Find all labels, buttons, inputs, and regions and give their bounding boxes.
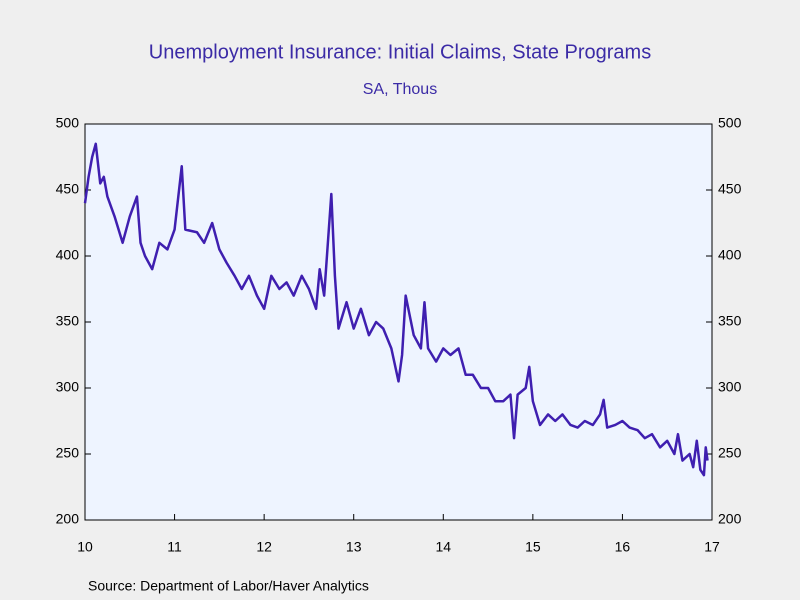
y2-tick-label: 400 <box>718 247 742 263</box>
y-tick-label: 200 <box>56 511 80 527</box>
chart-subtitle: SA, Thous <box>363 81 437 98</box>
y2-tick-label: 450 <box>718 181 742 197</box>
x-tick-label: 12 <box>256 539 272 555</box>
y2-tick-label: 200 <box>718 511 742 527</box>
y-tick-label: 500 <box>56 115 80 131</box>
x-tick-label: 14 <box>435 539 451 555</box>
y-tick-label: 350 <box>56 313 80 329</box>
y2-tick-label: 250 <box>718 445 742 461</box>
y-tick-label: 450 <box>56 181 80 197</box>
x-tick-label: 17 <box>704 539 720 555</box>
x-tick-label: 11 <box>167 539 182 555</box>
y2-tick-label: 350 <box>718 313 742 329</box>
y2-tick-label: 500 <box>718 115 742 131</box>
data-line <box>83 142 709 477</box>
source-note: Source: Department of Labor/Haver Analyt… <box>88 578 369 594</box>
plot-area <box>84 123 713 521</box>
x-tick-label: 13 <box>346 539 362 555</box>
x-tick-label: 16 <box>615 539 631 555</box>
y2-tick-label: 300 <box>718 379 742 395</box>
y-tick-label: 400 <box>56 247 80 263</box>
y-tick-label: 250 <box>56 445 80 461</box>
y-tick-label: 300 <box>56 379 80 395</box>
chart-title: Unemployment Insurance: Initial Claims, … <box>149 41 651 63</box>
x-tick-label: 15 <box>525 539 541 555</box>
x-tick-label: 10 <box>77 539 93 555</box>
